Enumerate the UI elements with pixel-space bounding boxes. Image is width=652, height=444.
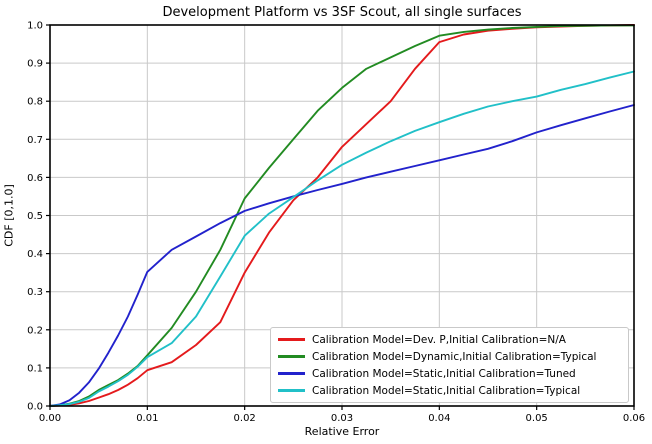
x-tick-label: 0.03 xyxy=(331,413,353,424)
legend-line-cyan-icon xyxy=(278,389,305,392)
y-tick-label: 0.4 xyxy=(27,249,43,260)
legend-label: Calibration Model=Dev. P,Initial Calibra… xyxy=(312,333,566,346)
legend-line-green-icon xyxy=(278,355,305,358)
x-tick-label: 0.04 xyxy=(428,413,450,424)
y-tick-label: 0.2 xyxy=(27,325,43,336)
y-tick-label: 0.1 xyxy=(27,363,43,374)
series-line-1 xyxy=(49,24,635,407)
x-tick-label: 0.00 xyxy=(39,413,61,424)
legend: Calibration Model=Dev. P,Initial Calibra… xyxy=(270,327,629,403)
legend-label: Calibration Model=Dynamic,Initial Calibr… xyxy=(312,350,597,363)
legend-label: Calibration Model=Static,Initial Calibra… xyxy=(312,367,576,380)
legend-item-dev-p: Calibration Model=Dev. P,Initial Calibra… xyxy=(278,334,622,346)
x-tick-label: 0.02 xyxy=(234,413,256,424)
legend-item-static-tuned: Calibration Model=Static,Initial Calibra… xyxy=(278,368,622,380)
legend-line-red-icon xyxy=(278,338,305,341)
y-tick-label: 0.3 xyxy=(27,287,43,298)
x-tick-label: 0.06 xyxy=(623,413,645,424)
y-tick-label: 0.6 xyxy=(27,173,43,184)
y-tick-label: 0.9 xyxy=(27,59,43,70)
series-line-3 xyxy=(49,70,635,407)
x-tick-label: 0.01 xyxy=(136,413,158,424)
y-tick-label: 0.7 xyxy=(27,135,43,146)
x-tick-label: 0.05 xyxy=(526,413,548,424)
legend-item-dynamic-typical: Calibration Model=Dynamic,Initial Calibr… xyxy=(278,351,622,363)
y-tick-label: 1.0 xyxy=(27,21,43,32)
series-line-2 xyxy=(49,104,635,407)
y-tick-label: 0.0 xyxy=(27,402,43,413)
y-tick-label: 0.5 xyxy=(27,211,43,222)
chart-title: Development Platform vs 3SF Scout, all s… xyxy=(162,5,522,20)
x-axis-label: Relative Error xyxy=(304,425,380,438)
legend-item-static-typical: Calibration Model=Static,Initial Calibra… xyxy=(278,385,622,397)
legend-label: Calibration Model=Static,Initial Calibra… xyxy=(312,384,581,397)
legend-line-blue-icon xyxy=(278,372,305,375)
y-tick-label: 0.8 xyxy=(27,97,43,108)
